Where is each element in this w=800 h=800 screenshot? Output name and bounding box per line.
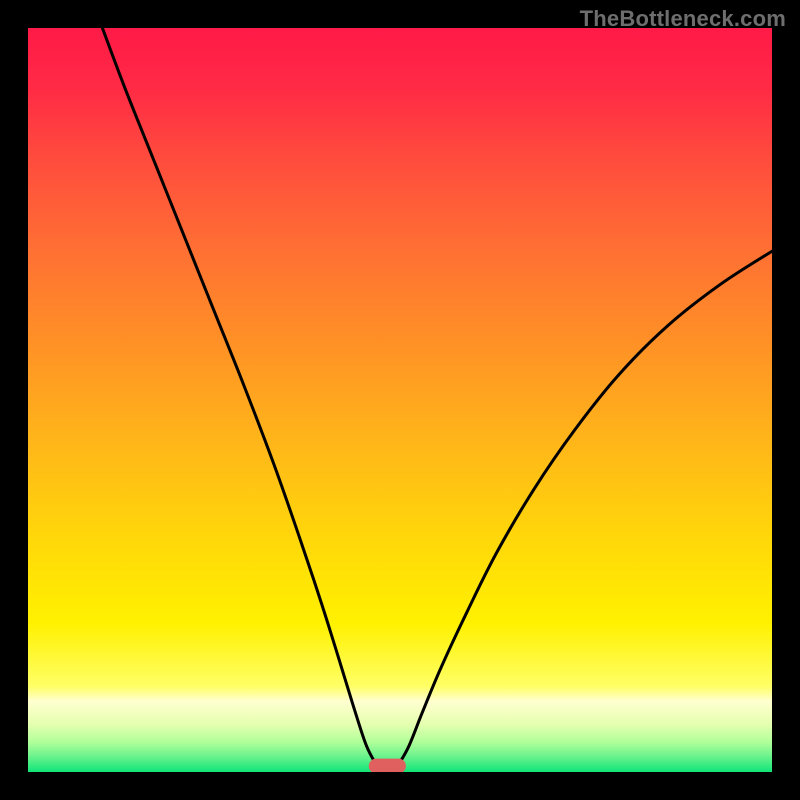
plot-area — [28, 28, 772, 772]
gradient-background — [28, 28, 772, 772]
chart-frame: TheBottleneck.com — [0, 0, 800, 800]
chart-svg — [28, 28, 772, 772]
minimum-marker — [369, 759, 406, 772]
